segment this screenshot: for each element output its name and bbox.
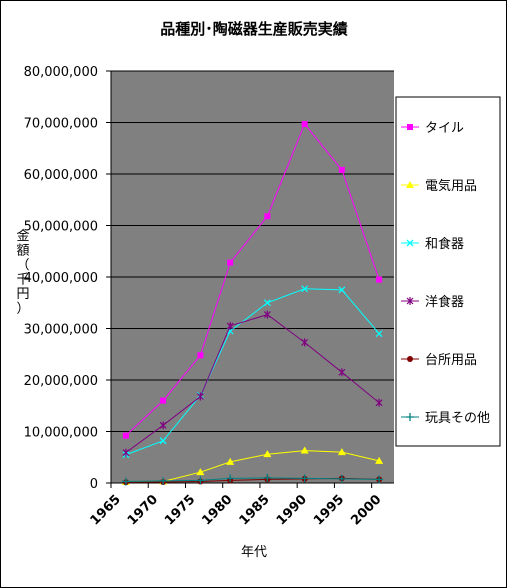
data-point [263, 299, 271, 307]
x-tick-label: 1975 [162, 492, 198, 528]
data-point [264, 213, 271, 220]
legend-label: 和食器 [425, 236, 464, 252]
y-axis-title: 金額（千円） [16, 228, 29, 317]
data-point [159, 421, 167, 430]
data-point [375, 398, 383, 407]
y-tick-label: 50,000,000 [24, 220, 98, 235]
y-tick-label: 60,000,000 [24, 168, 98, 183]
x-tick-label: 1990 [274, 492, 310, 528]
x-tick-label: 1965 [88, 492, 124, 528]
data-point [337, 448, 346, 456]
data-point [197, 352, 204, 359]
legend-item: 電気用品 [401, 178, 477, 194]
data-point [263, 450, 272, 458]
data-point [122, 448, 130, 457]
x-tick-label: 2000 [348, 492, 384, 528]
data-point [196, 476, 205, 485]
legend-item: 玩具その他 [401, 411, 490, 426]
series-4 [122, 310, 383, 457]
data-point [226, 457, 235, 465]
legend-label: 電気用品 [425, 178, 477, 194]
series-line [125, 477, 380, 482]
data-point [300, 474, 309, 483]
series-6 [121, 473, 384, 486]
y-tick-label: 30,000,000 [24, 323, 98, 338]
data-point [226, 327, 234, 335]
series-line [125, 450, 380, 483]
data-point [375, 456, 384, 464]
legend-item: タイル [401, 121, 464, 136]
data-point [196, 392, 204, 401]
data-point [263, 473, 272, 482]
data-point [375, 330, 383, 338]
legend-label: 台所用品 [425, 353, 477, 368]
series-1 [122, 121, 383, 439]
y-tick-label: 80,000,000 [24, 65, 98, 80]
data-point [338, 286, 346, 294]
series-line [125, 288, 380, 456]
data-point [159, 437, 167, 445]
legend-item: 洋食器 [401, 294, 464, 310]
x-tick-label: 1995 [311, 492, 347, 528]
data-point [300, 446, 309, 454]
y-tick-label: 20,000,000 [24, 374, 98, 389]
y-tick-label: 40,000,000 [24, 271, 98, 286]
data-point [226, 474, 235, 483]
data-point [121, 477, 130, 486]
data-point [338, 166, 345, 173]
data-point [376, 276, 383, 283]
legend-marker [406, 297, 414, 305]
series-line [125, 123, 380, 436]
data-point [160, 397, 167, 404]
legend-marker [406, 239, 414, 247]
data-point [122, 432, 129, 439]
legend-item: 和食器 [401, 236, 464, 252]
plot-area: 0 10,000,000 20,000,000 30,000,000 40,000,00… [24, 65, 394, 528]
data-point [301, 338, 309, 347]
legend-marker [406, 413, 414, 421]
data-point [301, 285, 309, 293]
legend-label: タイル [425, 121, 464, 136]
chart-title: 品種別･陶磁器生産販売実績 [160, 20, 348, 38]
legend-label: 洋食器 [425, 294, 464, 310]
data-point [301, 121, 308, 128]
x-tick-label: 1980 [199, 492, 235, 528]
data-point [226, 321, 234, 330]
x-tick-label: 1970 [125, 492, 161, 528]
legend-marker [406, 181, 414, 188]
data-point [227, 259, 234, 266]
data-point [375, 475, 384, 484]
data-point [159, 476, 168, 485]
series-line [125, 314, 380, 454]
legend-marker [407, 356, 413, 362]
legend-box [395, 96, 501, 447]
data-point [196, 468, 205, 476]
y-tick-label: 70,000,000 [24, 117, 98, 132]
y-tick-label: 10,000,000 [24, 426, 98, 441]
data-point [338, 368, 346, 377]
data-point [337, 474, 346, 483]
y-tick-label: 0 [90, 477, 98, 492]
legend-item: 台所用品 [401, 353, 477, 368]
legend-label: 玩具その他 [425, 411, 490, 426]
legend-marker [407, 124, 413, 130]
data-point [263, 310, 271, 319]
x-tick-label: 1985 [237, 492, 273, 528]
x-axis-title: 年代 [241, 545, 267, 560]
